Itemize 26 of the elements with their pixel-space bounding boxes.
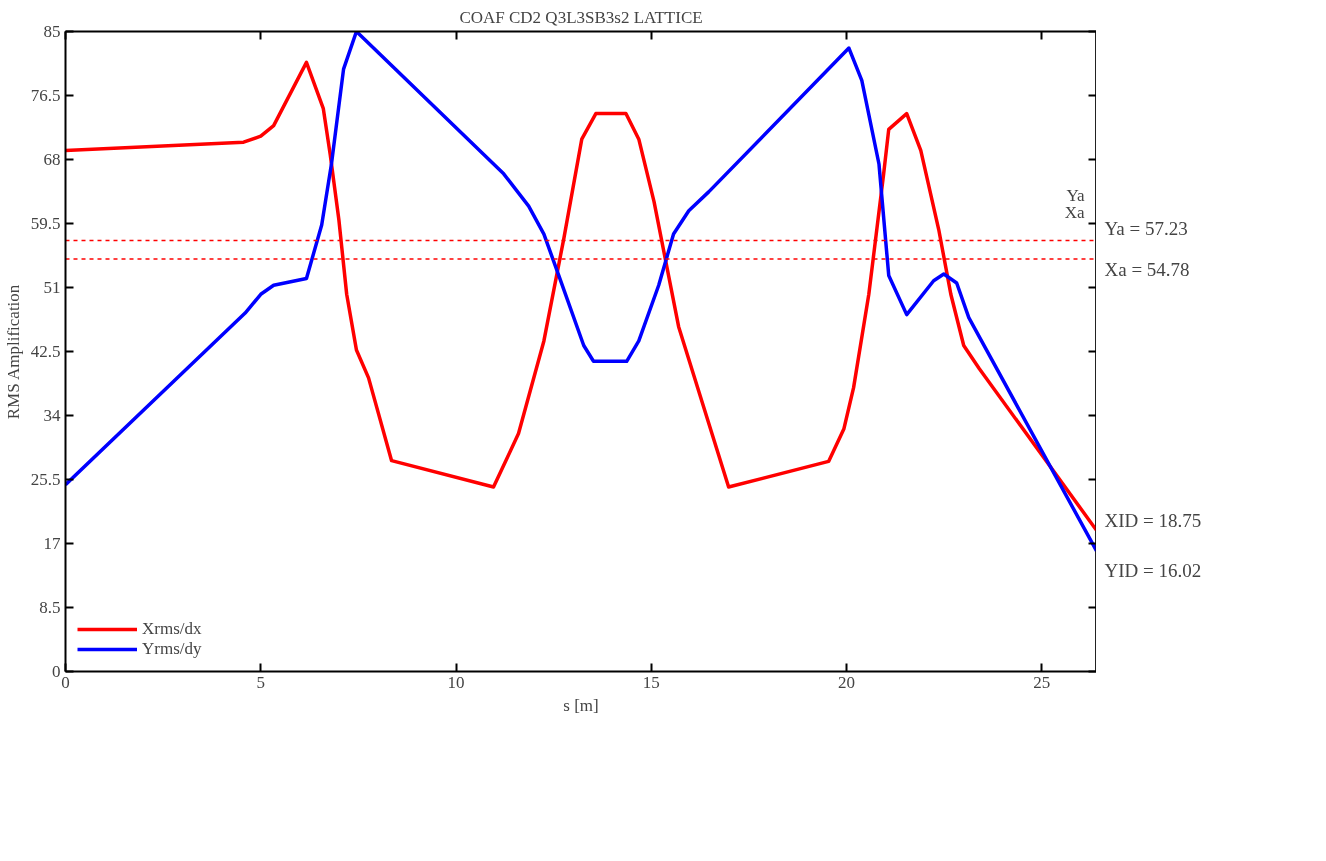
y-tick-label: 17 [43, 534, 61, 553]
annotation: XID = 18.75 [1104, 509, 1202, 531]
y-tick-label: 42.5 [30, 342, 61, 361]
chart-title: COAF CD2 Q3L3SB3s2 LATTICE [459, 7, 703, 27]
y-tick-label: 34 [43, 406, 61, 425]
y-tick-label: 25.5 [30, 470, 61, 489]
y-tick-label: 8.5 [39, 598, 61, 617]
legend-label: Yrms/dy [142, 639, 202, 659]
annotation: Ya [1066, 186, 1085, 205]
x-tick-label: 10 [447, 672, 465, 692]
annotation: Xa [1064, 203, 1085, 222]
y-axis-title: RMS Amplification [3, 284, 23, 420]
y-tick-label: 59.5 [30, 214, 61, 233]
y-tick-label: 68 [43, 150, 61, 169]
y-tick-label: 76.5 [30, 86, 61, 105]
x-tick-label: 20 [838, 672, 856, 692]
x-tick-label: 25 [1033, 672, 1051, 692]
ref-line-label: Xa = 54.78 [1104, 258, 1190, 280]
legend-label: Xrms/dx [142, 619, 202, 639]
annotation: YID = 16.02 [1104, 560, 1202, 582]
x-tick-label: 5 [256, 672, 266, 692]
ref-line-label: Ya = 57.23 [1104, 218, 1188, 240]
x-axis-title: s [m] [563, 695, 599, 715]
y-tick-label: 51 [43, 278, 61, 297]
x-tick-label: 15 [642, 672, 660, 692]
y-tick-label: 85 [43, 22, 61, 41]
